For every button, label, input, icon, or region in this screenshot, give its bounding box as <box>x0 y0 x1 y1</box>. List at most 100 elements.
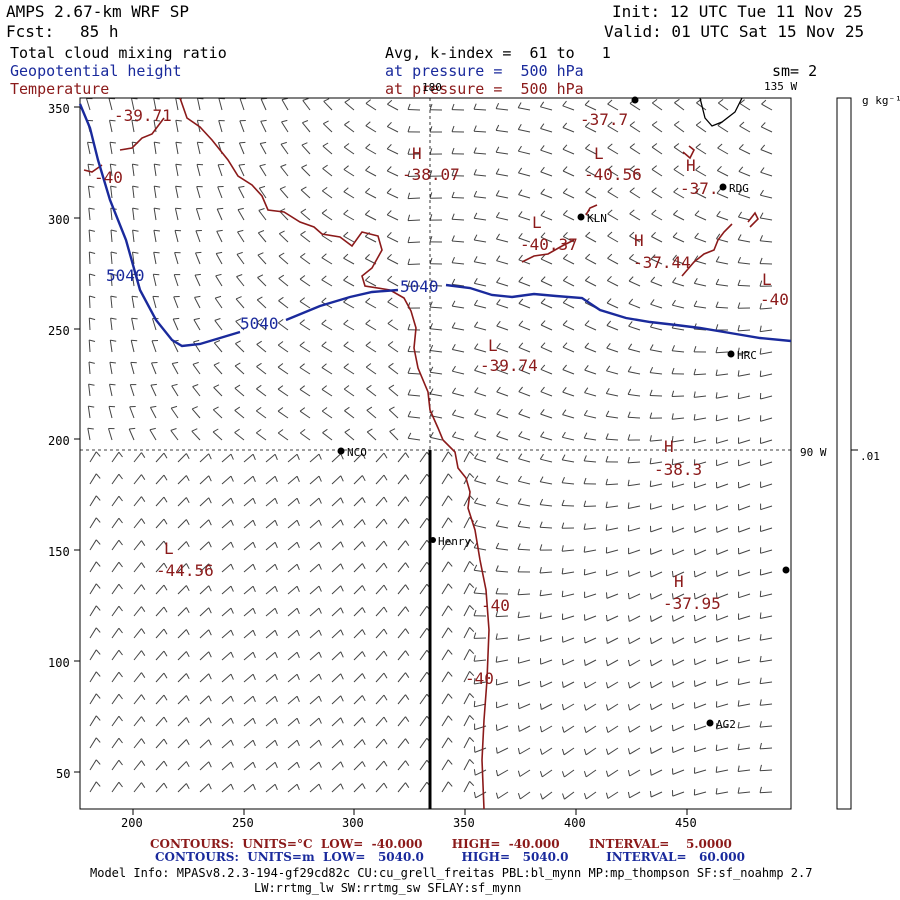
wind-barb-shaft <box>256 366 267 375</box>
wind-barb-flag <box>365 297 371 303</box>
wind-barb-shaft <box>584 369 597 375</box>
wind-barb-shaft <box>213 364 223 375</box>
wind-barb-shaft <box>430 371 443 375</box>
wind-barb-flag <box>185 607 190 614</box>
wind-barb-flag <box>185 497 190 504</box>
wind-barb-shaft <box>629 615 641 622</box>
wind-barb-shaft <box>496 725 509 732</box>
wind-barb-shaft <box>343 213 355 221</box>
wind-barb-flag <box>95 759 101 765</box>
wind-barb-shaft <box>287 761 298 771</box>
wind-barb-flag <box>110 295 117 298</box>
wind-barb-shaft <box>496 238 509 243</box>
wind-barb-flag <box>694 187 700 193</box>
wind-barb-shaft <box>607 213 619 221</box>
wind-barb-flag <box>88 229 96 232</box>
wind-barb-shaft <box>496 369 509 375</box>
wind-barb-shaft <box>216 208 223 221</box>
wind-barb-shaft <box>199 541 210 551</box>
wind-barb-shaft <box>585 191 597 199</box>
wind-barb-shaft <box>716 791 729 795</box>
wind-barb-flag <box>361 607 366 614</box>
wind-barb-shaft <box>221 541 232 551</box>
wind-barb-flag <box>693 346 697 353</box>
wind-barb-flag <box>118 759 123 766</box>
wind-barb-shaft <box>243 673 254 683</box>
wind-barb-shaft <box>110 229 113 243</box>
wind-barb-flag <box>737 370 740 377</box>
wind-barb-shaft <box>365 236 377 243</box>
wind-barb-shaft <box>221 629 232 639</box>
wind-barb-flag <box>649 435 652 442</box>
wind-barb-shaft <box>760 329 773 333</box>
wind-barb-shaft <box>651 725 663 733</box>
wind-barb-shaft <box>629 747 641 755</box>
wind-barb-shaft <box>419 649 428 661</box>
wind-barb-flag <box>715 301 719 308</box>
wind-barb-flag <box>340 607 344 614</box>
wind-barb-shaft <box>387 126 399 133</box>
wind-barb-flag <box>649 366 654 373</box>
wind-barb-shaft <box>88 384 91 397</box>
wind-barb-flag <box>469 561 475 567</box>
wind-barb-shaft <box>694 282 707 287</box>
wind-barb-shaft <box>235 298 245 309</box>
wind-barb-shaft <box>131 98 135 111</box>
wind-barb-shaft <box>606 415 619 419</box>
wind-barb-shaft <box>173 274 179 287</box>
wind-barb-shaft <box>606 302 619 309</box>
wind-barb-shaft <box>695 124 707 133</box>
wind-barb-shaft <box>628 593 641 600</box>
wind-barb-shaft <box>199 783 210 793</box>
wind-barb-flag <box>208 497 212 504</box>
wind-barb-shaft <box>221 563 232 573</box>
wind-barb-shaft <box>739 103 751 111</box>
wind-barb-shaft <box>463 561 471 573</box>
wind-barb-shaft <box>309 475 320 485</box>
wind-barb-shaft <box>694 439 707 444</box>
wind-barb-flag <box>383 496 388 503</box>
wind-barb-flag <box>185 695 190 702</box>
wind-barb-flag <box>302 98 309 101</box>
wind-barb-shaft <box>629 681 641 689</box>
temp-label: -40.37 <box>520 235 578 254</box>
wind-barb-flag <box>760 167 765 173</box>
wind-barb-shaft <box>474 747 487 753</box>
wind-barb-flag <box>141 782 146 788</box>
wind-barb-flag <box>230 695 234 702</box>
wind-barb-flag <box>583 477 587 484</box>
wind-barb-flag <box>208 761 212 768</box>
wind-barb-shaft <box>131 142 135 155</box>
wind-barb-shaft <box>518 681 531 687</box>
wind-barb-shaft <box>128 428 135 441</box>
wind-barb-shaft <box>474 524 487 529</box>
wind-barb-shaft <box>89 715 97 727</box>
wind-barb-shaft <box>628 280 641 287</box>
wind-barb-shaft <box>280 166 289 177</box>
wind-barb-shaft <box>496 347 509 353</box>
wind-barb-flag <box>236 251 243 255</box>
wind-barb-flag <box>185 717 190 724</box>
wind-barb-flag <box>447 605 453 611</box>
wind-barb-flag <box>671 548 674 555</box>
wind-barb-flag <box>627 659 631 666</box>
wind-barb-shaft <box>195 252 201 265</box>
wind-barb-flag <box>278 252 285 257</box>
wind-barb-flag <box>405 650 410 656</box>
wind-barb-shaft <box>375 738 385 749</box>
wind-barb-flag <box>343 341 349 347</box>
wind-barb-shaft <box>452 305 465 309</box>
wind-barb-shaft <box>694 237 707 243</box>
wind-barb-flag <box>605 478 608 485</box>
wind-barb-flag <box>296 630 300 636</box>
wind-barb-shaft <box>175 98 179 111</box>
wind-barb-shaft <box>496 659 509 663</box>
wind-barb-shaft <box>474 480 487 485</box>
wind-barb-shaft <box>407 372 421 375</box>
wind-barb-shaft <box>192 364 201 375</box>
wind-barb-flag <box>562 188 568 194</box>
wind-barb-shaft <box>650 372 663 375</box>
wind-barb-flag <box>759 699 762 706</box>
wind-barb-shaft <box>365 366 377 375</box>
wind-barb-flag <box>583 455 587 462</box>
